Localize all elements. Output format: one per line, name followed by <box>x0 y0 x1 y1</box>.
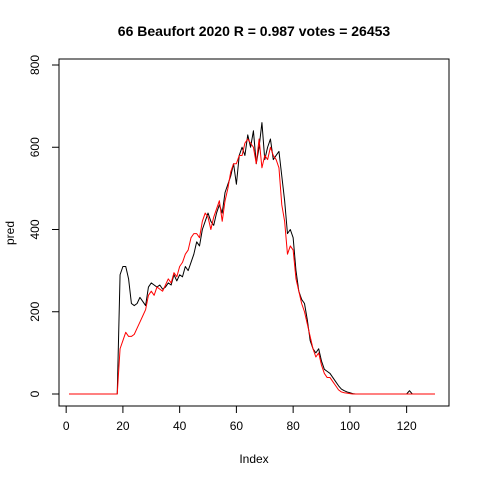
y-tick-label: 400 <box>28 219 42 239</box>
series-line-pred <box>69 138 435 395</box>
x-tick-label: 0 <box>63 419 70 433</box>
y-tick-label: 0 <box>28 390 42 397</box>
y-axis-label: pred <box>3 221 17 245</box>
y-tick-label: 200 <box>28 301 42 321</box>
x-tick-label: 80 <box>286 419 300 433</box>
series-layer <box>69 122 435 395</box>
plot-area <box>58 58 450 407</box>
y-axis: 0 200 400 600 800 <box>28 55 60 397</box>
y-tick-label: 800 <box>28 55 42 75</box>
series-line-actual <box>69 122 435 395</box>
x-tick-label: 20 <box>116 419 130 433</box>
x-tick-label: 120 <box>397 419 417 433</box>
x-axis: 0 20 40 60 80 100 120 <box>63 405 417 433</box>
x-tick-label: 100 <box>340 419 360 433</box>
y-tick-label: 600 <box>28 137 42 157</box>
x-axis-label: Index <box>239 452 268 466</box>
chart-title: 66 Beaufort 2020 R = 0.987 votes = 26453 <box>118 23 391 39</box>
x-tick-label: 40 <box>173 419 187 433</box>
x-tick-label: 60 <box>230 419 244 433</box>
